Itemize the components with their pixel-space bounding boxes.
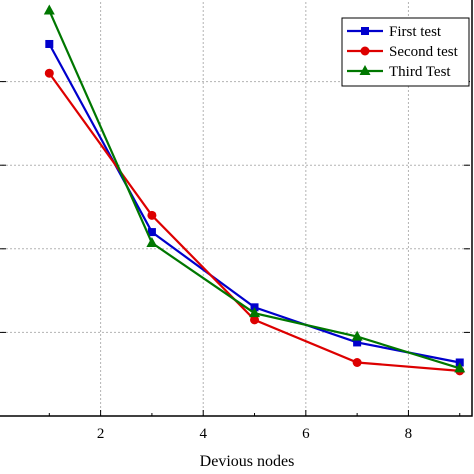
- data-point: [45, 39, 54, 48]
- series: [43, 4, 466, 376]
- legend-label: Second test: [389, 44, 459, 60]
- data-point: [44, 68, 54, 78]
- series-line: [48, 72, 460, 372]
- x-axis-label: Devious nodes: [200, 453, 295, 470]
- x-tick-label: 2: [97, 426, 105, 442]
- data-point: [353, 338, 362, 347]
- data-point: [454, 362, 466, 373]
- legend: First test Second test Third Test: [341, 17, 470, 87]
- axis-ticks: 2 4 6 8: [0, 81, 470, 442]
- legend-marker: [361, 27, 369, 35]
- plot-frame: [0, 0, 473, 417]
- data-point: [249, 307, 261, 318]
- data-point: [147, 210, 157, 220]
- legend-marker: [360, 46, 370, 56]
- x-tick-label: 8: [405, 426, 413, 442]
- series-2: [44, 68, 465, 376]
- data-point: [147, 228, 156, 237]
- x-tick-label: 6: [302, 426, 310, 442]
- x-tick-label: 4: [199, 426, 207, 442]
- data-point: [351, 330, 363, 341]
- series-3: [43, 4, 466, 373]
- legend-marker: [359, 65, 371, 75]
- data-point: [146, 236, 158, 247]
- legend-label: First test: [389, 24, 442, 40]
- legend-label: Third Test: [389, 64, 451, 80]
- data-point: [352, 357, 362, 367]
- data-point: [250, 315, 260, 325]
- data-point: [43, 4, 55, 15]
